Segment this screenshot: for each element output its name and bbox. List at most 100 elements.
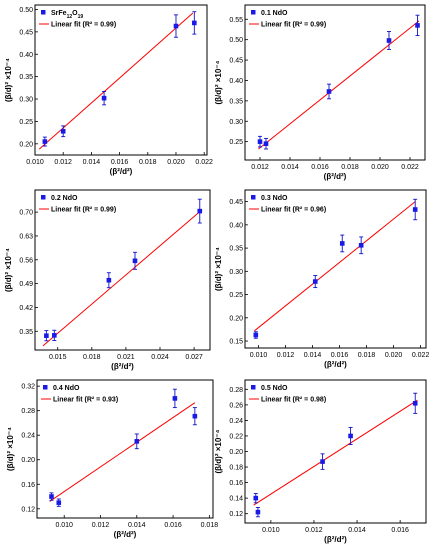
legend-marker — [251, 10, 256, 15]
y-axis-label: (β/d)² ×10⁻⁴ — [214, 429, 223, 473]
x-tick-label: 0.018 — [201, 522, 219, 529]
plot-frame — [244, 189, 427, 349]
y-tick-label: 0.70 — [19, 210, 33, 217]
y-tick-label: 0.40 — [229, 78, 243, 85]
y-tick-label: 0.35 — [19, 329, 33, 336]
x-tick-label: 0.014 — [83, 159, 101, 166]
y-axis-label: (β/d)² ×10⁻⁴ — [214, 60, 223, 104]
legend-sample-label: 0.5 NdO — [261, 385, 288, 392]
x-tick-label: 0.012 — [54, 159, 72, 166]
y-tick-label: 0.12 — [21, 506, 35, 513]
data-point — [253, 495, 259, 501]
x-tick-label: 0.014 — [281, 164, 299, 171]
legend-sample-label: 0.3 NdO — [261, 195, 288, 202]
y-tick-label: 0.12 — [229, 511, 243, 518]
linear-fit-line — [49, 402, 196, 502]
x-tick-label: 0.014 — [348, 527, 366, 534]
y-tick-label: 0.16 — [229, 480, 243, 487]
data-point — [255, 509, 261, 515]
y-tick-label: 0.25 — [19, 119, 33, 126]
x-tick-label: 0.027 — [185, 354, 203, 361]
data-point — [192, 413, 198, 419]
x-tick-label: 0.014 — [304, 352, 322, 359]
plot-frame — [36, 379, 214, 519]
data-point — [197, 208, 203, 214]
x-axis-label: (β²/d²) — [114, 530, 137, 539]
y-tick-label: 0.26 — [229, 402, 243, 409]
y-tick-label: 0.45 — [19, 29, 33, 36]
y-tick-label: 0.63 — [19, 233, 33, 240]
data-point — [257, 139, 263, 144]
x-tick-label: 0.010 — [26, 159, 44, 166]
linear-fit-line — [258, 20, 420, 150]
data-point — [134, 439, 140, 444]
legend-marker — [43, 385, 48, 390]
x-tick-label: 0.022 — [401, 164, 419, 171]
y-tick-label: 0.50 — [19, 7, 33, 14]
data-point — [326, 89, 332, 94]
chart-panel-4: 0.010 0.012 0.014 0.016 0.018 0.020 0.022 0.15 0… — [214, 189, 429, 369]
x-tick-label: 0.012 — [251, 164, 269, 171]
linear-fit-line — [253, 399, 418, 506]
y-tick-label: 0.32 — [21, 384, 35, 391]
y-tick-label: 0.56 — [19, 257, 33, 264]
legend-fit-label: Linear fit (R² = 0.99) — [51, 207, 116, 214]
y-axis-label: (β/d)² ×10⁻⁴ — [6, 427, 15, 471]
chart-panel-1: 0.010 0.012 0.014 0.016 0.018 0.020 0.022 0.20 0… — [4, 4, 213, 176]
y-tick-label: 0.30 — [229, 119, 243, 126]
y-axis-label: (β/d)² ×10⁻⁴ — [214, 247, 223, 291]
data-point — [192, 20, 197, 26]
x-tick-label: 0.020 — [371, 164, 389, 171]
legend-fit-label: Linear fit (R² = 0.93) — [53, 397, 118, 404]
y-tick-label: 0.50 — [229, 37, 243, 44]
data-point — [49, 494, 54, 499]
legend-sample-label: 0.2 NdO — [51, 195, 78, 202]
legend-marker — [41, 10, 46, 15]
plot-frame — [34, 4, 208, 156]
y-tick-label: 0.30 — [229, 269, 243, 276]
x-axis-label: (β²/d²) — [324, 172, 347, 181]
legend-marker — [41, 195, 46, 200]
legend-sample-label: 0.4 NdO — [53, 385, 80, 392]
y-tick-label: 0.24 — [229, 418, 243, 425]
x-tick-label: 0.010 — [262, 527, 280, 534]
chart-panel-6: 0.010 0.012 0.014 0.016 0.12 0.14 0.16 0.18 0.20… — [214, 379, 427, 544]
legend-fit-label: Linear fit (R² = 0.98) — [261, 397, 326, 404]
x-tick-label: 0.016 — [311, 164, 329, 171]
x-tick-label: 0.018 — [358, 352, 376, 359]
data-point — [101, 95, 107, 101]
linear-fit-line — [42, 209, 203, 347]
data-point — [42, 139, 48, 144]
linear-fit-line — [254, 201, 416, 332]
data-point — [415, 23, 420, 28]
data-point — [173, 23, 179, 29]
legend-fit-label: Linear fit (R² = 0.99) — [51, 22, 116, 29]
x-tick-label: 0.016 — [331, 352, 349, 359]
y-tick-label: 0.45 — [229, 199, 243, 206]
plot-frame — [244, 4, 426, 161]
data-point — [386, 38, 392, 43]
legend-sample-label: SrFe12O19 — [51, 10, 83, 20]
chart-panel-5: 0.010 0.012 0.014 0.016 0.018 0.12 0.16 0.20 0.2… — [6, 379, 219, 539]
x-tick-label: 0.024 — [151, 354, 169, 361]
data-point — [320, 459, 325, 464]
x-tick-label: 0.012 — [92, 522, 110, 529]
x-tick-label: 0.016 — [164, 522, 182, 529]
y-tick-label: 0.20 — [229, 315, 243, 322]
y-tick-label: 0.20 — [229, 449, 243, 456]
legend-fit-label: Linear fit (R² = 0.96) — [261, 207, 326, 214]
data-point — [358, 243, 364, 248]
data-point — [412, 207, 418, 212]
legend-marker — [251, 385, 256, 390]
x-axis-label: (β²/d²) — [110, 167, 133, 176]
y-tick-label: 0.45 — [229, 58, 243, 65]
y-tick-label: 0.49 — [19, 281, 33, 288]
y-tick-label: 0.35 — [19, 74, 33, 81]
y-tick-label: 0.35 — [229, 98, 243, 105]
y-tick-label: 0.22 — [229, 433, 243, 440]
linear-fit-line — [38, 12, 194, 150]
y-axis-label: (β/d)² ×10⁻⁴ — [4, 248, 13, 292]
y-tick-label: 0.24 — [21, 433, 35, 440]
y-tick-label: 0.30 — [19, 97, 33, 104]
y-tick-label: 0.16 — [21, 482, 35, 489]
